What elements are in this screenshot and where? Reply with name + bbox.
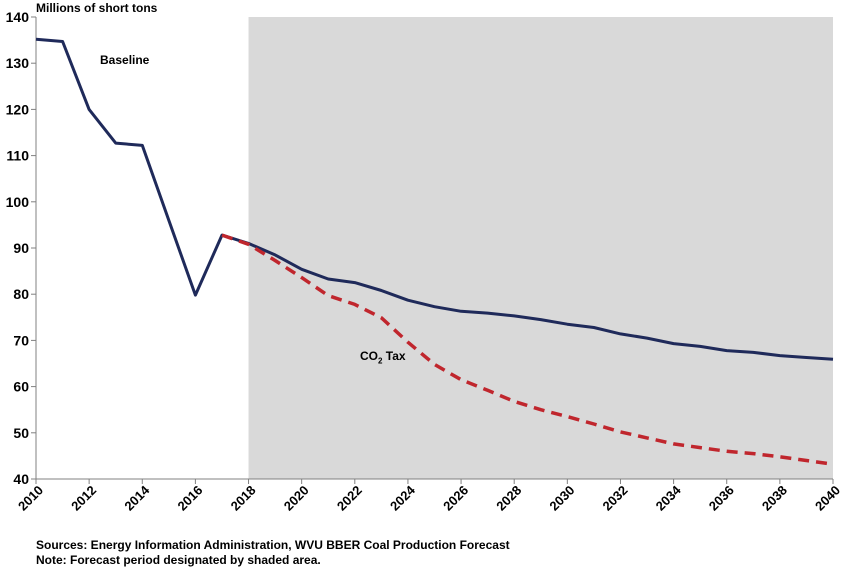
co2-label-subscript: 2	[378, 356, 383, 366]
x-tick-label: 2036	[706, 483, 737, 514]
y-axis-title: Millions of short tons	[36, 1, 158, 15]
y-tick-label: 120	[6, 101, 30, 117]
co2-label-rest: Tax	[382, 349, 406, 363]
series-label-co2-tax: CO2 Tax	[360, 349, 406, 365]
x-tick-label: 2032	[600, 483, 631, 514]
forecast-shaded-area	[248, 17, 834, 479]
x-tick-label: 2040	[812, 483, 843, 514]
y-tick-label: 110	[6, 148, 29, 164]
x-tick-label: 2016	[174, 483, 205, 514]
baseline-label-text: Baseline	[100, 53, 150, 67]
y-tick-label: 50	[13, 425, 29, 441]
x-tick-label: 2034	[653, 482, 685, 514]
x-tick-label: 2026	[440, 483, 471, 514]
x-tick-label: 2030	[546, 483, 577, 514]
baseline-series-line	[35, 37, 834, 361]
x-tick-label: 2018	[228, 483, 259, 514]
y-tick-label: 130	[6, 55, 30, 71]
y-tick-label: 60	[13, 379, 29, 395]
y-tick-label: 80	[13, 286, 29, 302]
x-tick-label: 2024	[387, 482, 419, 514]
series-label-baseline: Baseline	[100, 53, 149, 67]
y-tick-label: 40	[13, 471, 29, 487]
y-tick-label: 70	[13, 332, 29, 348]
y-tick-label: 140	[6, 9, 30, 25]
co2-tax-series-line	[221, 233, 834, 466]
x-tick-label: 2028	[493, 483, 524, 514]
x-tick-label: 2010	[15, 483, 46, 514]
x-tick-label: 2012	[68, 483, 99, 514]
x-tick-label: 2022	[334, 483, 365, 514]
x-tick-label: 2020	[281, 483, 312, 514]
y-tick-label: 100	[6, 194, 30, 210]
sources-footnote: Sources: Energy Information Administrati…	[36, 538, 510, 552]
y-tick-label: 90	[13, 240, 29, 256]
x-tick-label: 2038	[759, 483, 790, 514]
note-footnote: Note: Forecast period designated by shad…	[36, 553, 321, 567]
co2-label-main: CO	[360, 349, 378, 363]
x-tick-label: 2014	[121, 482, 153, 514]
